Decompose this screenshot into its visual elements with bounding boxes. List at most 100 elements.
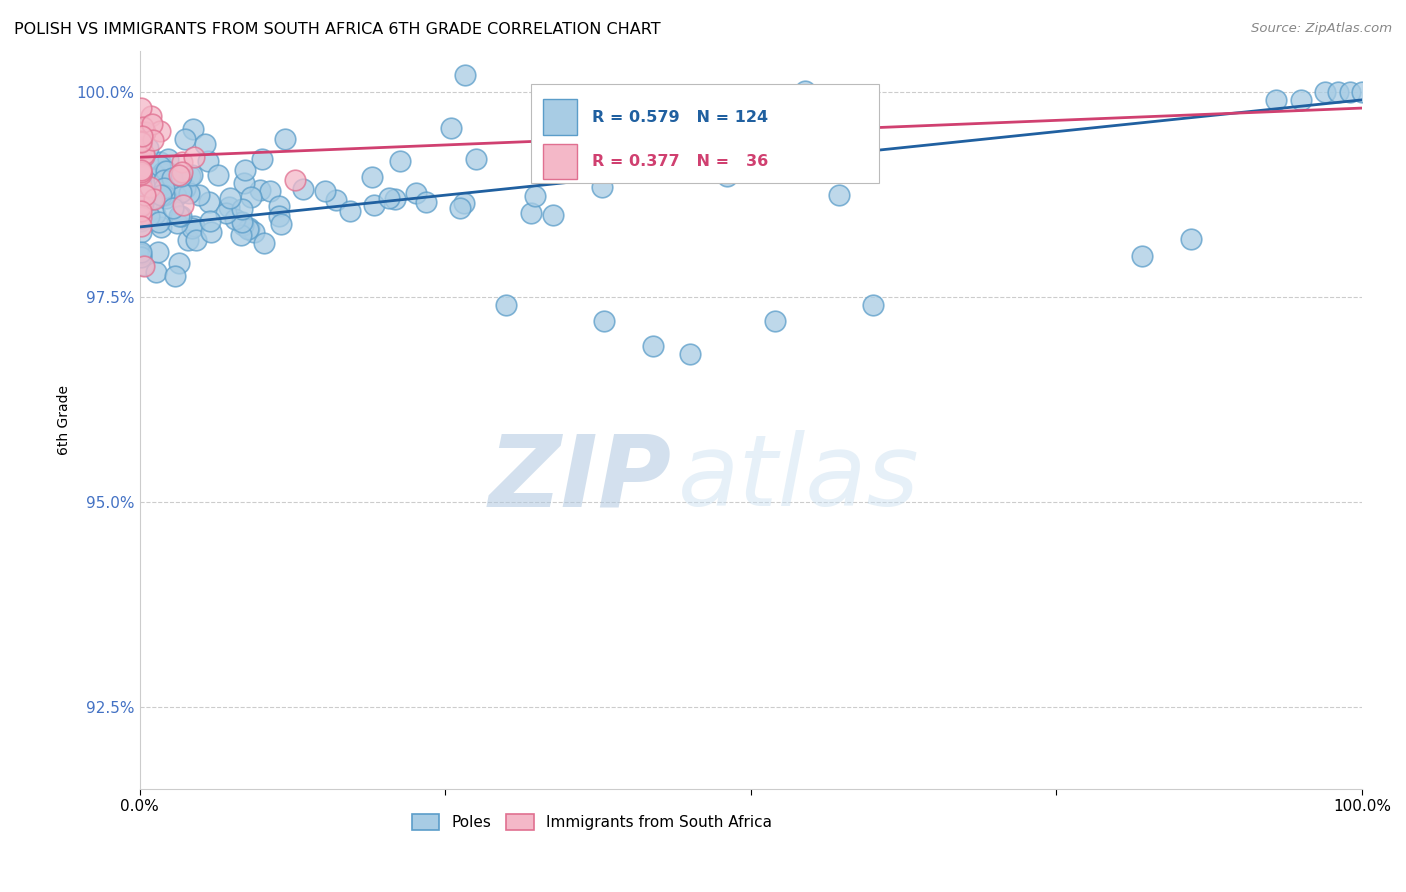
Point (134, 188, 156, 202)
Point (270, 217, 292, 231)
Point (454, 68, 477, 82)
Point (194, 137, 217, 152)
FancyBboxPatch shape (543, 144, 578, 179)
Point (170, 165, 193, 179)
Point (495, 298, 517, 312)
Point (129, 214, 152, 228)
Point (186, 233, 208, 247)
FancyBboxPatch shape (543, 99, 578, 135)
Point (153, 187, 176, 202)
Point (139, 109, 162, 123)
Point (183, 122, 205, 136)
Point (1180, 232, 1202, 246)
Point (150, 220, 173, 235)
Point (389, 153, 412, 168)
Point (259, 184, 281, 198)
Point (607, 140, 630, 154)
Point (129, 210, 152, 224)
Point (524, 189, 547, 203)
Point (183, 219, 205, 234)
Point (129, 225, 152, 239)
Point (131, 128, 153, 143)
Point (129, 165, 152, 179)
Point (129, 125, 152, 139)
Point (232, 218, 254, 232)
Point (134, 192, 156, 206)
Point (224, 211, 246, 226)
Point (148, 215, 170, 229)
Point (183, 150, 205, 164)
Point (215, 206, 238, 220)
Point (794, 84, 817, 98)
Point (405, 186, 427, 200)
Point (716, 169, 738, 183)
Point (249, 183, 271, 197)
Point (179, 169, 201, 183)
Point (207, 168, 229, 182)
Point (763, 314, 786, 328)
Point (172, 198, 194, 212)
Point (219, 191, 242, 205)
FancyBboxPatch shape (531, 84, 879, 184)
Point (169, 209, 191, 223)
Point (129, 188, 152, 202)
Point (314, 184, 336, 198)
Point (129, 167, 152, 181)
Point (129, 182, 152, 196)
Point (153, 173, 176, 187)
Point (384, 192, 406, 206)
Point (1326, 85, 1348, 99)
Point (695, 112, 717, 127)
Point (129, 247, 152, 261)
Point (129, 134, 152, 148)
Text: Source: ZipAtlas.com: Source: ZipAtlas.com (1251, 22, 1392, 36)
Point (131, 209, 153, 223)
Point (165, 269, 187, 284)
Point (141, 117, 163, 131)
Point (149, 159, 172, 173)
Point (284, 173, 307, 187)
Point (129, 249, 152, 263)
Point (173, 132, 195, 146)
Point (453, 196, 475, 211)
Point (238, 221, 260, 235)
Point (132, 196, 155, 211)
Point (440, 121, 463, 136)
Point (141, 171, 163, 186)
Y-axis label: 6th Grade: 6th Grade (58, 384, 72, 455)
Point (131, 197, 153, 211)
Point (231, 215, 253, 229)
Text: ZIP: ZIP (488, 430, 671, 527)
Point (131, 128, 153, 143)
Point (170, 185, 193, 199)
Point (231, 228, 253, 243)
Point (143, 193, 166, 207)
Point (129, 135, 152, 149)
Point (253, 235, 276, 250)
Text: atlas: atlas (678, 430, 920, 527)
Point (465, 152, 488, 166)
Point (269, 199, 291, 213)
Text: POLISH VS IMMIGRANTS FROM SOUTH AFRICA 6TH GRADE CORRELATION CHART: POLISH VS IMMIGRANTS FROM SOUTH AFRICA 6… (14, 22, 661, 37)
Point (177, 233, 200, 247)
Point (129, 178, 152, 193)
Point (170, 169, 193, 183)
Point (129, 200, 152, 214)
Point (142, 172, 165, 186)
Point (139, 180, 162, 194)
Point (129, 162, 152, 177)
Point (166, 217, 188, 231)
Point (129, 163, 152, 178)
Point (134, 149, 156, 163)
Point (377, 191, 399, 205)
Point (162, 201, 184, 215)
Point (146, 244, 169, 259)
Point (449, 201, 471, 215)
Point (200, 214, 222, 228)
Point (129, 170, 152, 185)
Point (129, 142, 152, 156)
Point (167, 169, 190, 183)
Point (721, 116, 744, 130)
Point (155, 164, 177, 178)
Point (197, 194, 219, 209)
